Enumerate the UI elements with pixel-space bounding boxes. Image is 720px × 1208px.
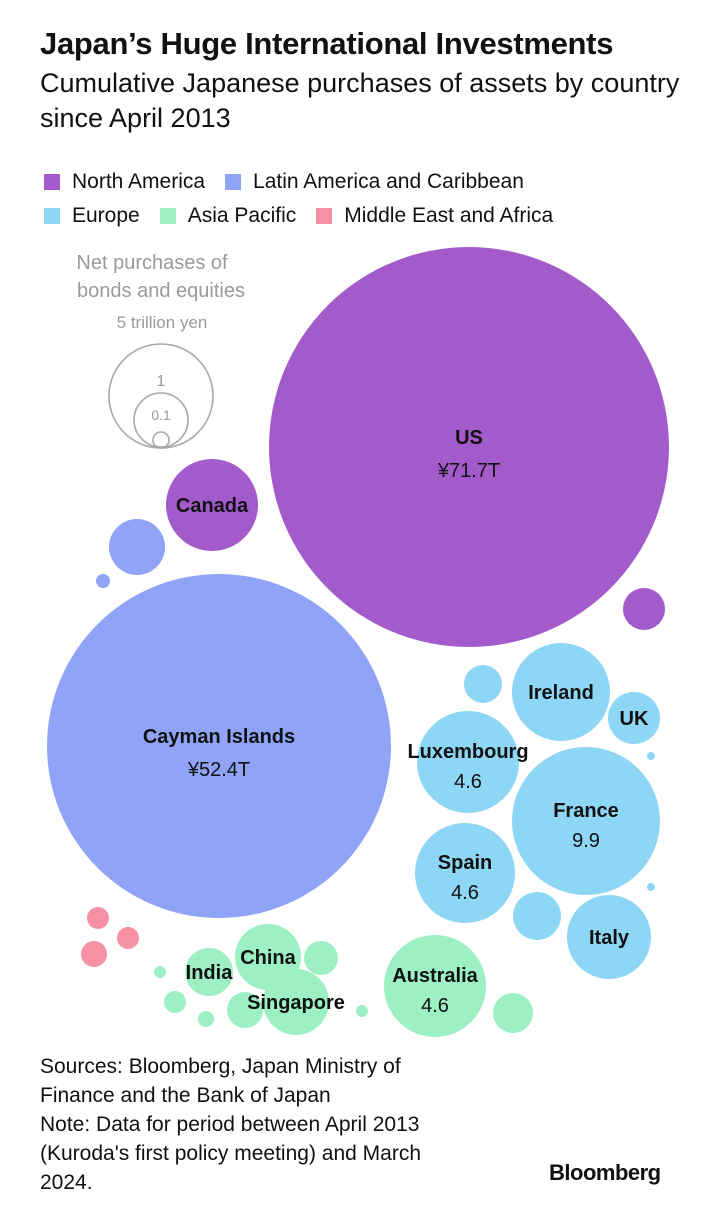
legend-item-europe: Europe: [44, 204, 140, 228]
bubble-label-china: China: [240, 947, 296, 969]
bubble-latin-america-and-caribbean-5: [96, 574, 110, 588]
size-key-circle-0-1: [152, 431, 170, 449]
bubble-spain: [415, 823, 515, 923]
bubble-asia-pacific-24: [198, 1011, 214, 1027]
legend-item-north-america: North America: [44, 170, 205, 194]
size-key-title-2: bonds and equities: [77, 280, 245, 302]
bubble-value-cayman-islands: ¥52.4T: [187, 759, 250, 781]
chart-subtitle: Cumulative Japanese purchases of assets …: [40, 68, 680, 133]
legend: North America Latin America and Caribbea…: [44, 165, 684, 233]
bubble-asia-pacific-25: [154, 966, 166, 978]
bubble-europe-15: [647, 883, 655, 891]
bubble-australia: [384, 935, 486, 1037]
chart-title: Japan’s Huge International Investments: [40, 26, 614, 61]
bubble-label-uk: UK: [620, 708, 649, 730]
bubble-label-spain: Spain: [438, 852, 492, 874]
note-text: Note: Data for period between April 2013…: [40, 1113, 421, 1194]
bubble-label-luxembourg: Luxembourg: [407, 741, 528, 763]
bubble-value-luxembourg: 4.6: [454, 771, 482, 793]
bubble-india: [185, 948, 233, 996]
bubble-label-canada: Canada: [176, 495, 249, 517]
bubble-asia-pacific-21: [227, 992, 263, 1028]
bubble-value-us: ¥71.7T: [437, 460, 500, 482]
bubble-label-india: India: [186, 962, 234, 984]
bubble-us: [269, 247, 669, 647]
footer-notes: Sources: Bloomberg, Japan Ministry of Fi…: [40, 1052, 470, 1197]
bubble-france: [512, 747, 660, 895]
legend-item-asia-pacific: Asia Pacific: [159, 204, 297, 228]
legend-label: Asia Pacific: [187, 204, 297, 227]
bubble-label-us: US: [455, 427, 483, 449]
sources-text: Sources: Bloomberg, Japan Ministry of Fi…: [40, 1055, 401, 1107]
bubble-latin-america-and-caribbean-4: [109, 519, 165, 575]
bubble-uk: [608, 692, 660, 744]
size-key-unit: 5 trillion yen: [117, 313, 208, 332]
bubble-italy: [567, 895, 651, 979]
bubble-europe-14: [647, 752, 655, 760]
size-key: Net purchases of bonds and equities 5 tr…: [76, 252, 245, 449]
bubble-middle-east-and-africa-27: [87, 907, 109, 929]
bubble-label-ireland: Ireland: [528, 682, 594, 704]
bubble-asia-pacific-20: [304, 941, 338, 975]
bubbles: US ¥71.7T Canada Cayman Islands ¥52.4T Irelan…: [47, 247, 669, 1037]
size-key-label-0-1: 0.1: [151, 407, 171, 423]
bubble-label-cayman-islands: Cayman Islands: [143, 726, 295, 748]
legend-swatch: [44, 174, 60, 190]
legend-item-latin-america: Latin America and Caribbean: [225, 170, 524, 194]
bubble-singapore: [263, 969, 329, 1035]
bubble-luxembourg: [417, 711, 519, 813]
bubble-europe-13: [513, 892, 561, 940]
legend-swatch: [316, 208, 333, 224]
size-key-circle-1: [133, 392, 189, 448]
bubble-north-america-2: [623, 588, 665, 630]
bloomberg-logo: Bloomberg: [549, 1160, 661, 1185]
bubble-label-france: France: [553, 800, 619, 822]
bubble-cayman-islands: [47, 574, 391, 918]
bubble-value-spain: 4.6: [451, 882, 479, 904]
legend-item-middle-east-africa: Middle East and Africa: [316, 204, 553, 228]
bubble-middle-east-and-africa-28: [81, 941, 107, 967]
bubble-label-italy: Italy: [589, 927, 630, 949]
size-key-label-1: 1: [157, 373, 166, 390]
bubble-label-australia: Australia: [392, 965, 478, 987]
bubble-canada: [166, 459, 258, 551]
legend-label: Latin America and Caribbean: [253, 170, 524, 193]
size-key-title-1: Net purchases of: [76, 252, 228, 274]
bubble-value-france: 9.9: [572, 830, 600, 852]
bubble-asia-pacific-22: [493, 993, 533, 1033]
legend-row-1: North America Latin America and Caribbea…: [44, 165, 684, 199]
bubble-label-singapore: Singapore: [247, 992, 345, 1014]
bubble-asia-pacific-26: [356, 1005, 368, 1017]
bubble-ireland: [512, 643, 610, 741]
legend-swatch: [225, 174, 242, 190]
legend-row-2: Europe Asia Pacific Middle East and Afri…: [44, 199, 684, 233]
legend-swatch: [159, 208, 176, 224]
bubble-value-australia: 4.6: [421, 995, 449, 1017]
legend-label: Middle East and Africa: [344, 204, 554, 227]
legend-swatch: [44, 208, 60, 224]
bubble-europe-12: [464, 665, 502, 703]
bubble-asia-pacific-23: [164, 991, 186, 1013]
legend-label: North America: [72, 170, 206, 193]
bubble-middle-east-and-africa-29: [117, 927, 139, 949]
legend-label: Europe: [72, 204, 140, 227]
